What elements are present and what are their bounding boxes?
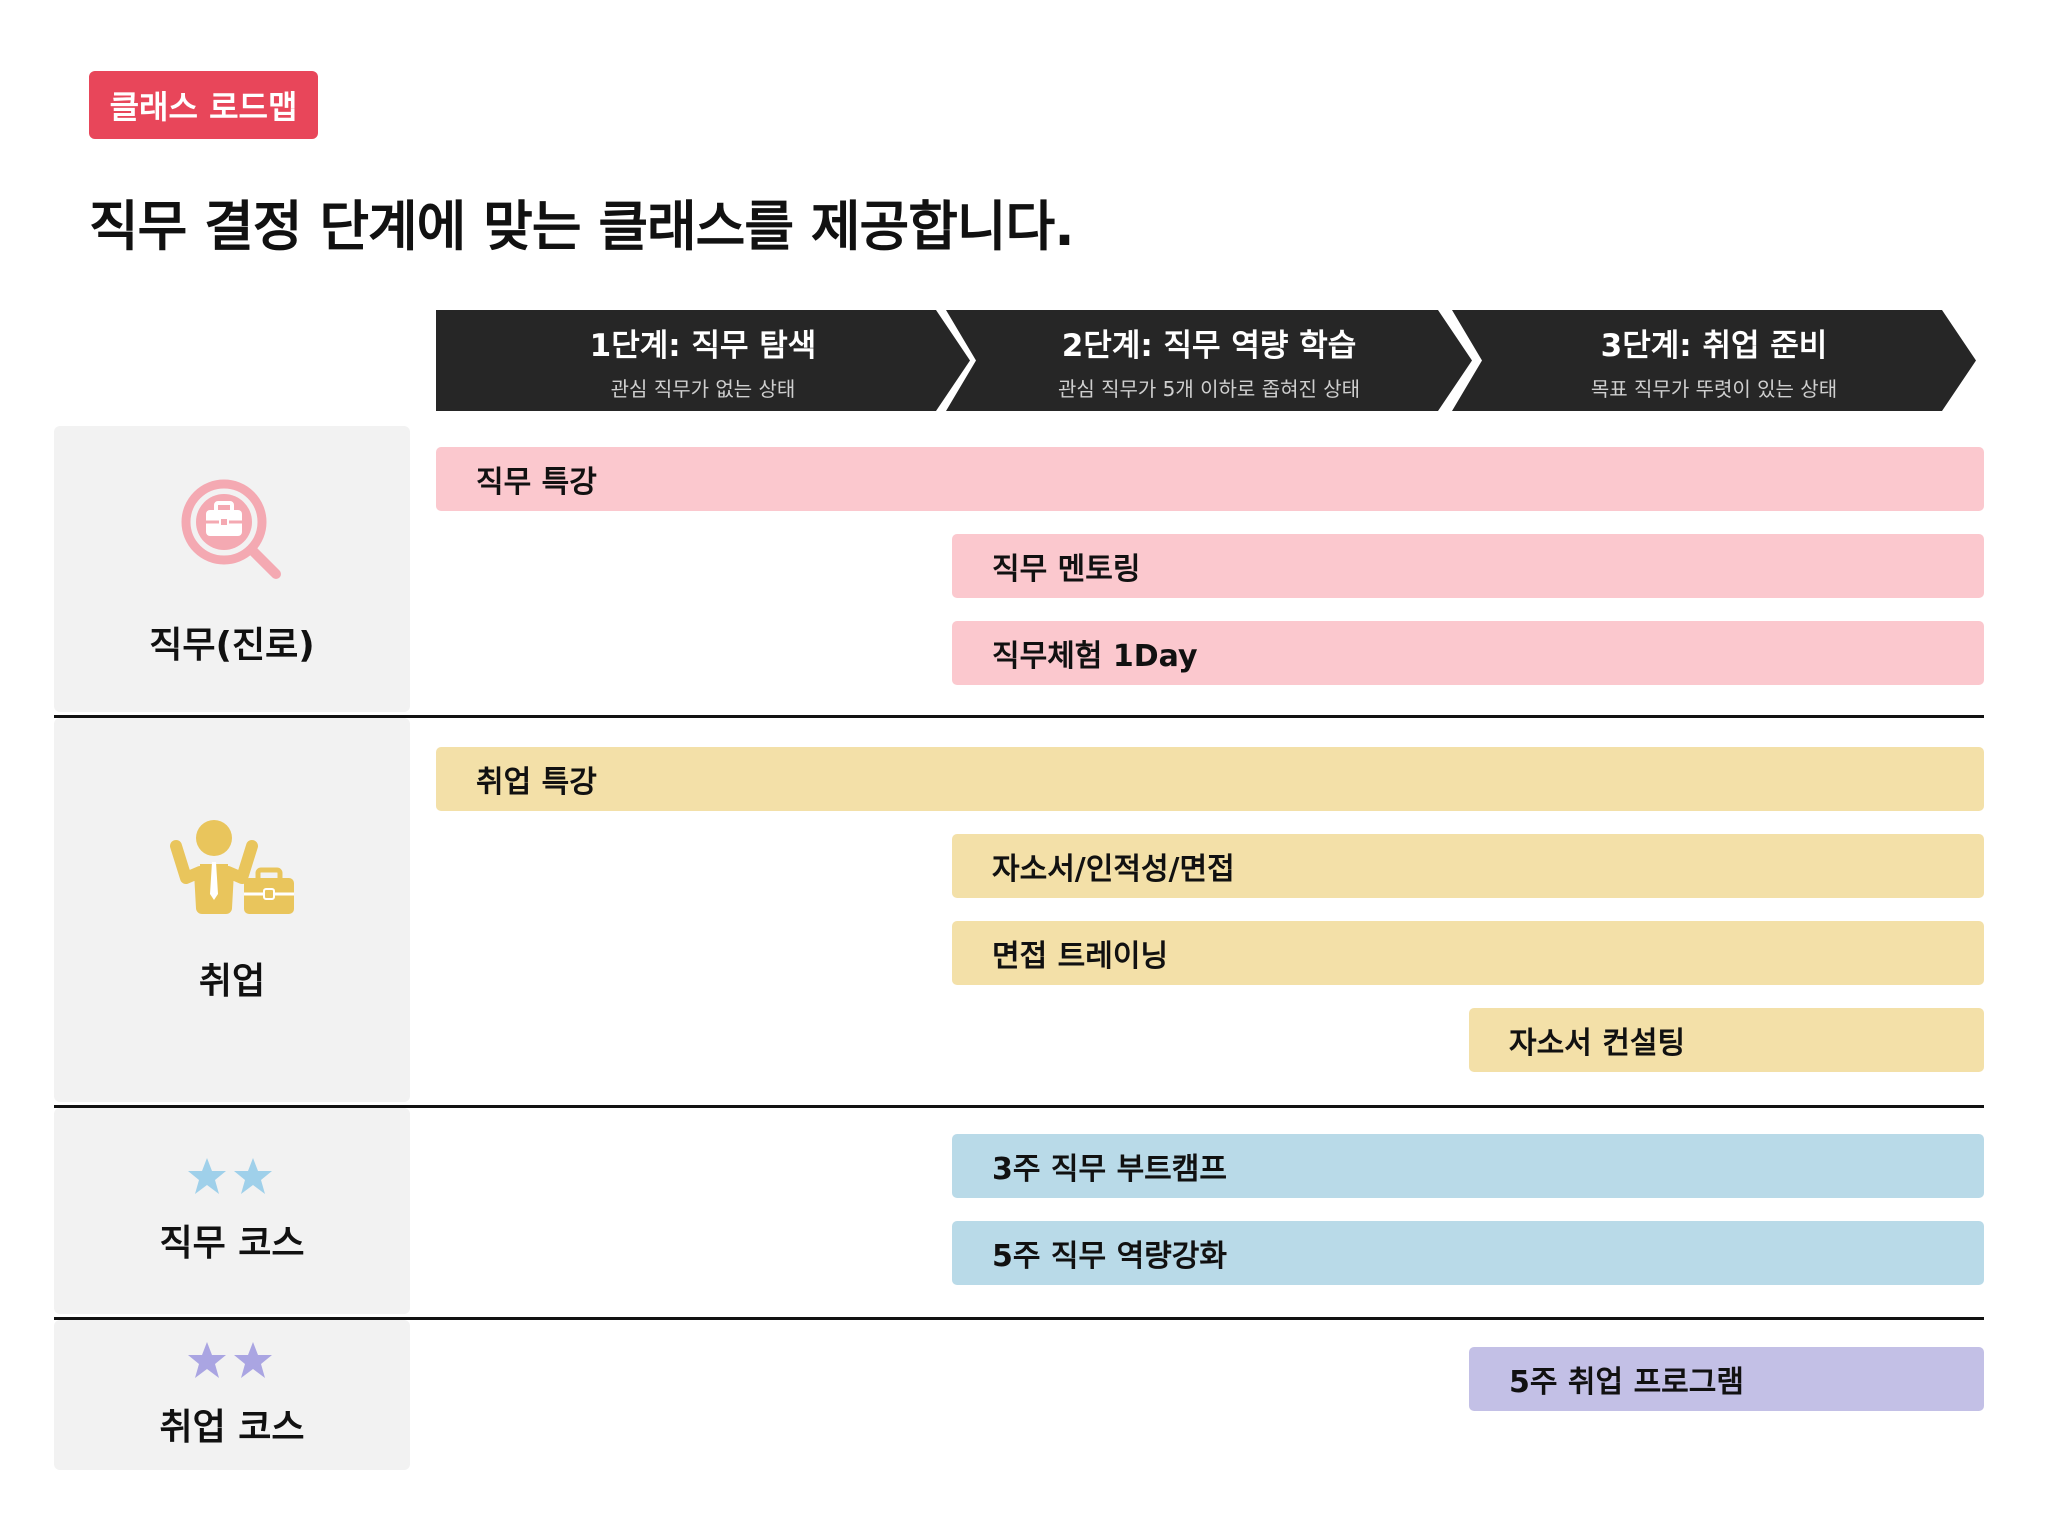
category-label: 취업 <box>198 961 266 1002</box>
class-job-competency[interactable]: 5주 직무 역량강화 <box>952 1221 1984 1285</box>
roadmap-badge: 클래스 로드맵 <box>89 71 318 139</box>
category-employment: 취업 <box>54 718 410 1102</box>
class-interview-training[interactable]: 면접 트레이닝 <box>952 921 1984 985</box>
stage-title: 2단계: 직무 역량 학습 <box>1061 327 1357 364</box>
category-job-course: 직무 코스 <box>54 1108 410 1314</box>
stage-2-arrow: 2단계: 직무 역량 학습 관심 직무가 5개 이하로 좁혀진 상태 <box>946 310 1472 411</box>
page-title: 직무 결정 단계에 맞는 클래스를 제공합니다. <box>89 195 1075 258</box>
job-search-icon <box>181 479 281 579</box>
class-job-bootcamp[interactable]: 3주 직무 부트캠프 <box>952 1134 1984 1198</box>
category-job: 직무(진로) <box>54 426 410 712</box>
stage-title: 3단계: 취업 준비 <box>1600 327 1828 364</box>
stage-subtitle: 관심 직무가 5개 이하로 좁혀진 상태 <box>1057 376 1361 401</box>
class-job-lecture[interactable]: 직무 특강 <box>436 447 1984 511</box>
stage-subtitle: 관심 직무가 없는 상태 <box>610 376 796 401</box>
stage-3-arrow: 3단계: 취업 준비 목표 직무가 뚜렷이 있는 상태 <box>1452 310 1976 411</box>
category-label: 직무(진로) <box>149 625 315 666</box>
class-job-experience[interactable]: 직무체험 1Day <box>952 621 1984 685</box>
category-employment-course: 취업 코스 <box>54 1320 410 1470</box>
section-divider <box>54 715 1984 718</box>
section-divider <box>54 1105 1984 1108</box>
employee-briefcase-icon <box>170 820 294 914</box>
category-label: 취업 코스 <box>159 1407 305 1448</box>
stars-icon <box>188 1342 272 1378</box>
stage-1-arrow: 1단계: 직무 탐색 관심 직무가 없는 상태 <box>436 310 970 411</box>
category-label: 직무 코스 <box>159 1223 305 1264</box>
class-job-mentoring[interactable]: 직무 멘토링 <box>952 534 1984 598</box>
class-resume-consulting[interactable]: 자소서 컨설팅 <box>1469 1008 1984 1072</box>
stars-icon <box>188 1158 272 1194</box>
stage-title: 1단계: 직무 탐색 <box>589 327 817 364</box>
section-divider <box>54 1317 1984 1320</box>
class-employment-lecture[interactable]: 취업 특강 <box>436 747 1984 811</box>
stage-subtitle: 목표 직무가 뚜렷이 있는 상태 <box>1590 376 1838 401</box>
class-resume-aptitude-interview[interactable]: 자소서/인적성/면접 <box>952 834 1984 898</box>
class-employment-program[interactable]: 5주 취업 프로그램 <box>1469 1347 1984 1411</box>
